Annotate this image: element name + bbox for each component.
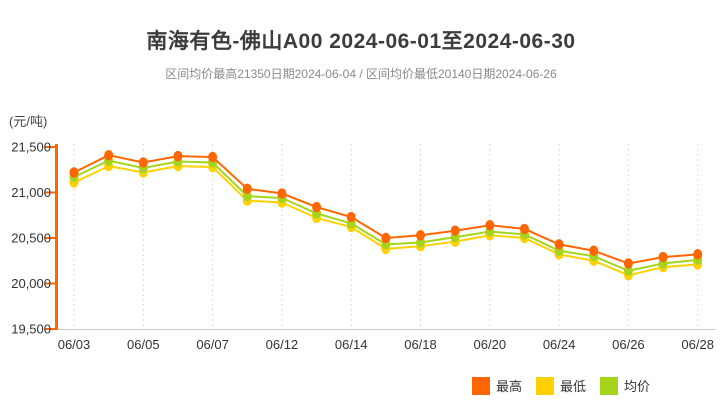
legend-swatch-high: [472, 376, 490, 395]
legend-label-high: 最高: [496, 379, 523, 394]
legend-item-low[interactable]: 最低: [536, 376, 586, 395]
x-axis-label: 06/26: [612, 337, 645, 352]
legend-label-low: 最低: [560, 379, 587, 394]
x-axis-label: 06/12: [266, 337, 299, 352]
data-point-high: [208, 151, 218, 163]
x-axis-label: 06/05: [127, 337, 160, 352]
data-point-high: [173, 150, 183, 162]
legend-label-avg: 均价: [624, 379, 651, 394]
data-point-high: [693, 249, 703, 260]
data-point-high: [416, 230, 425, 241]
data-point-avg: [623, 265, 633, 276]
data-point-high: [104, 149, 114, 161]
data-point-high: [450, 225, 460, 236]
data-point-high: [242, 183, 252, 195]
data-point-high: [312, 201, 322, 213]
data-point-high: [485, 220, 495, 231]
legend-swatch-low: [536, 376, 555, 395]
x-axis-label: 06/03: [58, 337, 91, 352]
data-point-high: [589, 245, 599, 256]
data-point-high: [519, 223, 529, 235]
data-point-high: [381, 232, 391, 244]
series-line-low: [73, 165, 698, 277]
legend-item-avg[interactable]: 均价: [600, 376, 650, 395]
data-point-high: [138, 157, 148, 168]
data-point-avg: [242, 190, 252, 202]
data-point-high: [346, 211, 356, 223]
data-point-high: [69, 167, 79, 178]
y-axis-unit-label: (元/吨): [9, 114, 48, 129]
data-point-high: [554, 239, 564, 250]
y-axis-label: 20,000: [11, 276, 51, 291]
legend-item-high[interactable]: 最高: [472, 376, 522, 395]
y-axis-label: 20,500: [11, 231, 51, 246]
x-axis-label: 06/20: [474, 337, 507, 352]
x-axis-label: 06/07: [196, 337, 229, 352]
chart-title: 南海有色-佛山A00 2024-06-01至2024-06-30: [146, 30, 576, 53]
data-point-high: [623, 258, 633, 269]
x-axis-label: 06/18: [404, 337, 437, 352]
x-axis-label: 06/28: [681, 337, 714, 352]
data-point-high: [277, 188, 287, 199]
x-axis-label: 06/24: [543, 337, 576, 352]
y-axis-label: 21,000: [11, 185, 51, 200]
data-point-avg: [416, 237, 425, 248]
legend: 最高 最低 均价: [472, 376, 650, 395]
y-axis-label: 19,500: [11, 322, 51, 337]
x-axis-label: 06/14: [335, 337, 368, 352]
legend-swatch-avg: [600, 376, 619, 395]
data-point-high: [658, 251, 668, 263]
y-axis-label: 21,500: [11, 140, 51, 155]
chart-subtitle: 区间均价最高21350日期2024-06-04 / 区间均价最低20140日期2…: [165, 67, 557, 81]
